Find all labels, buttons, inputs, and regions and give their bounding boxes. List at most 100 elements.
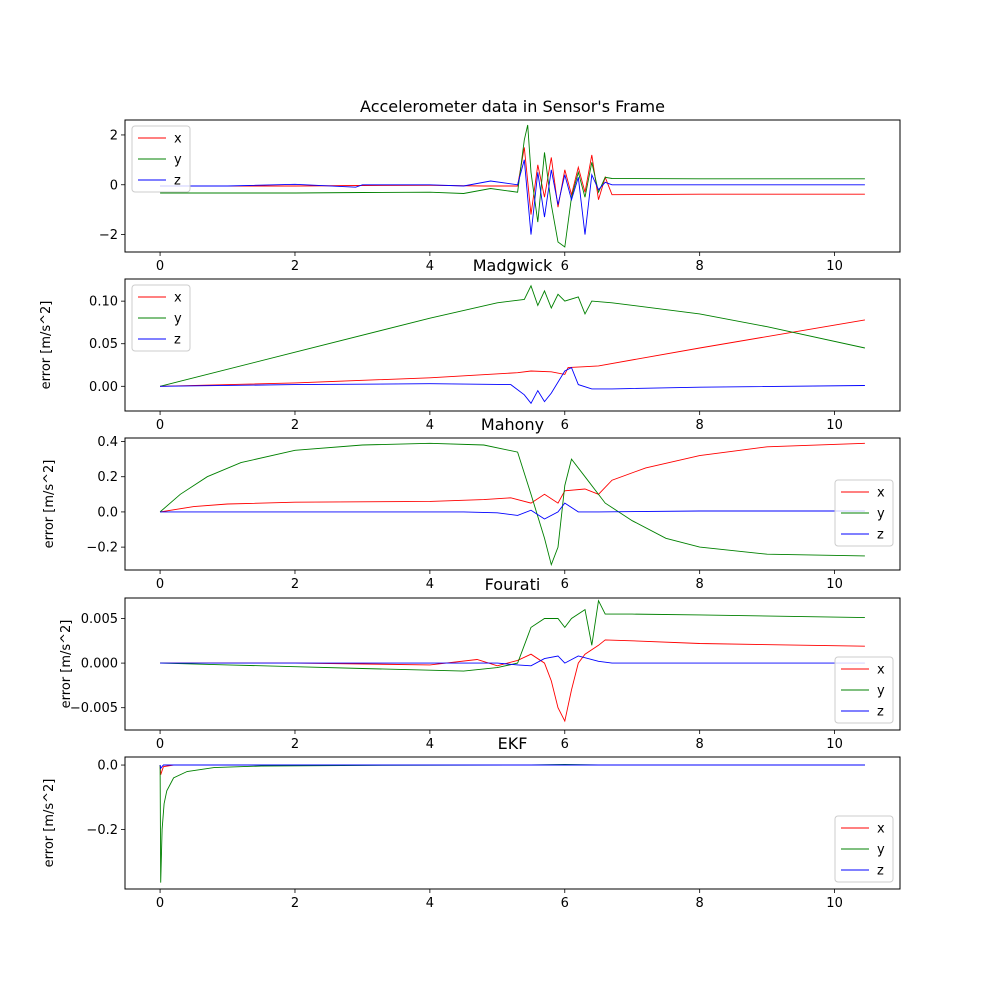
x-tick-label: 8 [696, 577, 704, 592]
y-tick-label: 0.10 [89, 295, 118, 310]
subplot-1: 0 2 4 6 8 10 0.00 0.05 0.10 Madgwick error [m/s^2]… [39, 256, 901, 433]
legend: xyz [834, 479, 894, 547]
series-line-x [160, 442, 865, 513]
legend-label-y: y [877, 684, 885, 699]
subplot-3: 0 2 4 6 8 10 −0.005 0.000 0.005 Fourati error [m/s… [59, 575, 901, 752]
legend-label-x: x [174, 291, 182, 306]
y-tick-label: 0 [110, 178, 118, 193]
y-tick-label: 0.4 [97, 435, 118, 450]
x-tick-label: 4 [426, 896, 434, 911]
y-axis-label: error [m/s^2] [59, 620, 74, 709]
x-tick-label: 0 [156, 577, 164, 592]
y-tick-label: −2 [99, 228, 118, 243]
subplot-2: 0 2 4 6 8 10 −0.2 0.0 0.2 0.4 Mahony error [m/s^2] x… [42, 415, 901, 592]
y-tick-label: 2 [110, 128, 118, 143]
legend-label-z: z [877, 705, 884, 720]
x-tick-label: 8 [696, 418, 704, 433]
x-tick-label: 6 [561, 896, 569, 911]
x-tick-label: 4 [426, 259, 434, 274]
series-line-z [160, 502, 865, 520]
y-tick-label: 0.0 [97, 759, 118, 774]
legend-label-x: x [174, 132, 182, 147]
legend-label-z: z [877, 528, 884, 543]
series-line-y [160, 124, 865, 248]
subplot-4: 0 2 4 6 8 10 −0.2 0.0 EKF error [m/s^2] xyz [42, 734, 901, 911]
x-tick-label: 2 [291, 577, 299, 592]
legend-label-z: z [877, 864, 884, 879]
x-tick-label: 6 [561, 259, 569, 274]
x-tick-label: 6 [561, 418, 569, 433]
subplot-title: Mahony [481, 415, 544, 434]
x-tick-label: 6 [561, 737, 569, 752]
subplot-0: 0 2 4 6 8 10 −2 0 2 Accelerometer data in Sensor'… [99, 97, 901, 274]
x-tick-label: 2 [291, 737, 299, 752]
x-tick-label: 2 [291, 259, 299, 274]
x-tick-label: 0 [156, 259, 164, 274]
y-tick-label: −0.2 [86, 541, 118, 556]
legend-label-z: z [174, 333, 181, 348]
y-tick-label: 0.2 [97, 470, 118, 485]
y-tick-label: 0.05 [89, 337, 118, 352]
series-line-x [159, 764, 865, 775]
series-line-x [160, 639, 865, 723]
y-tick-label: −0.005 [70, 701, 118, 716]
x-tick-label: 4 [426, 737, 434, 752]
x-tick-label: 10 [826, 577, 843, 592]
legend-label-x: x [877, 822, 885, 837]
x-tick-label: 8 [696, 259, 704, 274]
axes-frame [124, 119, 901, 253]
legend: xyz [131, 284, 191, 352]
x-tick-label: 8 [696, 896, 704, 911]
x-tick-label: 2 [291, 896, 299, 911]
axes-frame [124, 756, 901, 890]
series-line-y [159, 284, 865, 387]
y-axis-label: error [m/s^2] [39, 301, 54, 390]
subplot-title: EKF [498, 734, 528, 753]
series-line-z [160, 159, 865, 235]
x-tick-label: 10 [826, 418, 843, 433]
legend-label-y: y [877, 843, 885, 858]
x-tick-label: 10 [826, 896, 843, 911]
x-tick-label: 4 [426, 577, 434, 592]
subplot-title: Fourati [485, 575, 541, 594]
x-tick-label: 10 [826, 259, 843, 274]
series-line-y [159, 442, 865, 567]
legend: xyz [131, 125, 191, 193]
series-line-y [159, 763, 865, 883]
y-axis-label: error [m/s^2] [42, 779, 57, 868]
subplot-title: Accelerometer data in Sensor's Frame [360, 97, 665, 116]
series-line-z [159, 764, 865, 770]
y-tick-label: 0.00 [89, 380, 118, 395]
axes-frame [124, 597, 901, 731]
axes-frame [124, 278, 901, 412]
subplot-title: Madgwick [473, 256, 553, 275]
legend-label-y: y [877, 507, 885, 522]
series-line-z [160, 655, 865, 667]
x-tick-label: 0 [156, 737, 164, 752]
x-tick-label: 8 [696, 737, 704, 752]
legend-label-z: z [174, 174, 181, 189]
series-line-x [160, 147, 865, 215]
series-line-z [160, 366, 865, 405]
legend-label-y: y [174, 312, 182, 327]
y-tick-label: −0.2 [86, 823, 118, 838]
y-tick-label: 0.005 [81, 612, 118, 627]
series-line-y [160, 599, 865, 672]
y-tick-label: 0.0 [97, 505, 118, 520]
x-tick-label: 0 [156, 896, 164, 911]
x-tick-label: 4 [426, 418, 434, 433]
legend: xyz [834, 656, 894, 724]
series-line-x [160, 319, 865, 387]
axes-frame [124, 437, 901, 571]
x-tick-label: 6 [561, 577, 569, 592]
legend-label-x: x [877, 663, 885, 678]
y-axis-label: error [m/s^2] [42, 460, 57, 549]
x-tick-label: 2 [291, 418, 299, 433]
legend: xyz [834, 815, 894, 883]
y-tick-label: 0.000 [81, 657, 118, 672]
x-tick-label: 10 [826, 737, 843, 752]
legend-label-x: x [877, 486, 885, 501]
legend-label-y: y [174, 153, 182, 168]
x-tick-label: 0 [156, 418, 164, 433]
